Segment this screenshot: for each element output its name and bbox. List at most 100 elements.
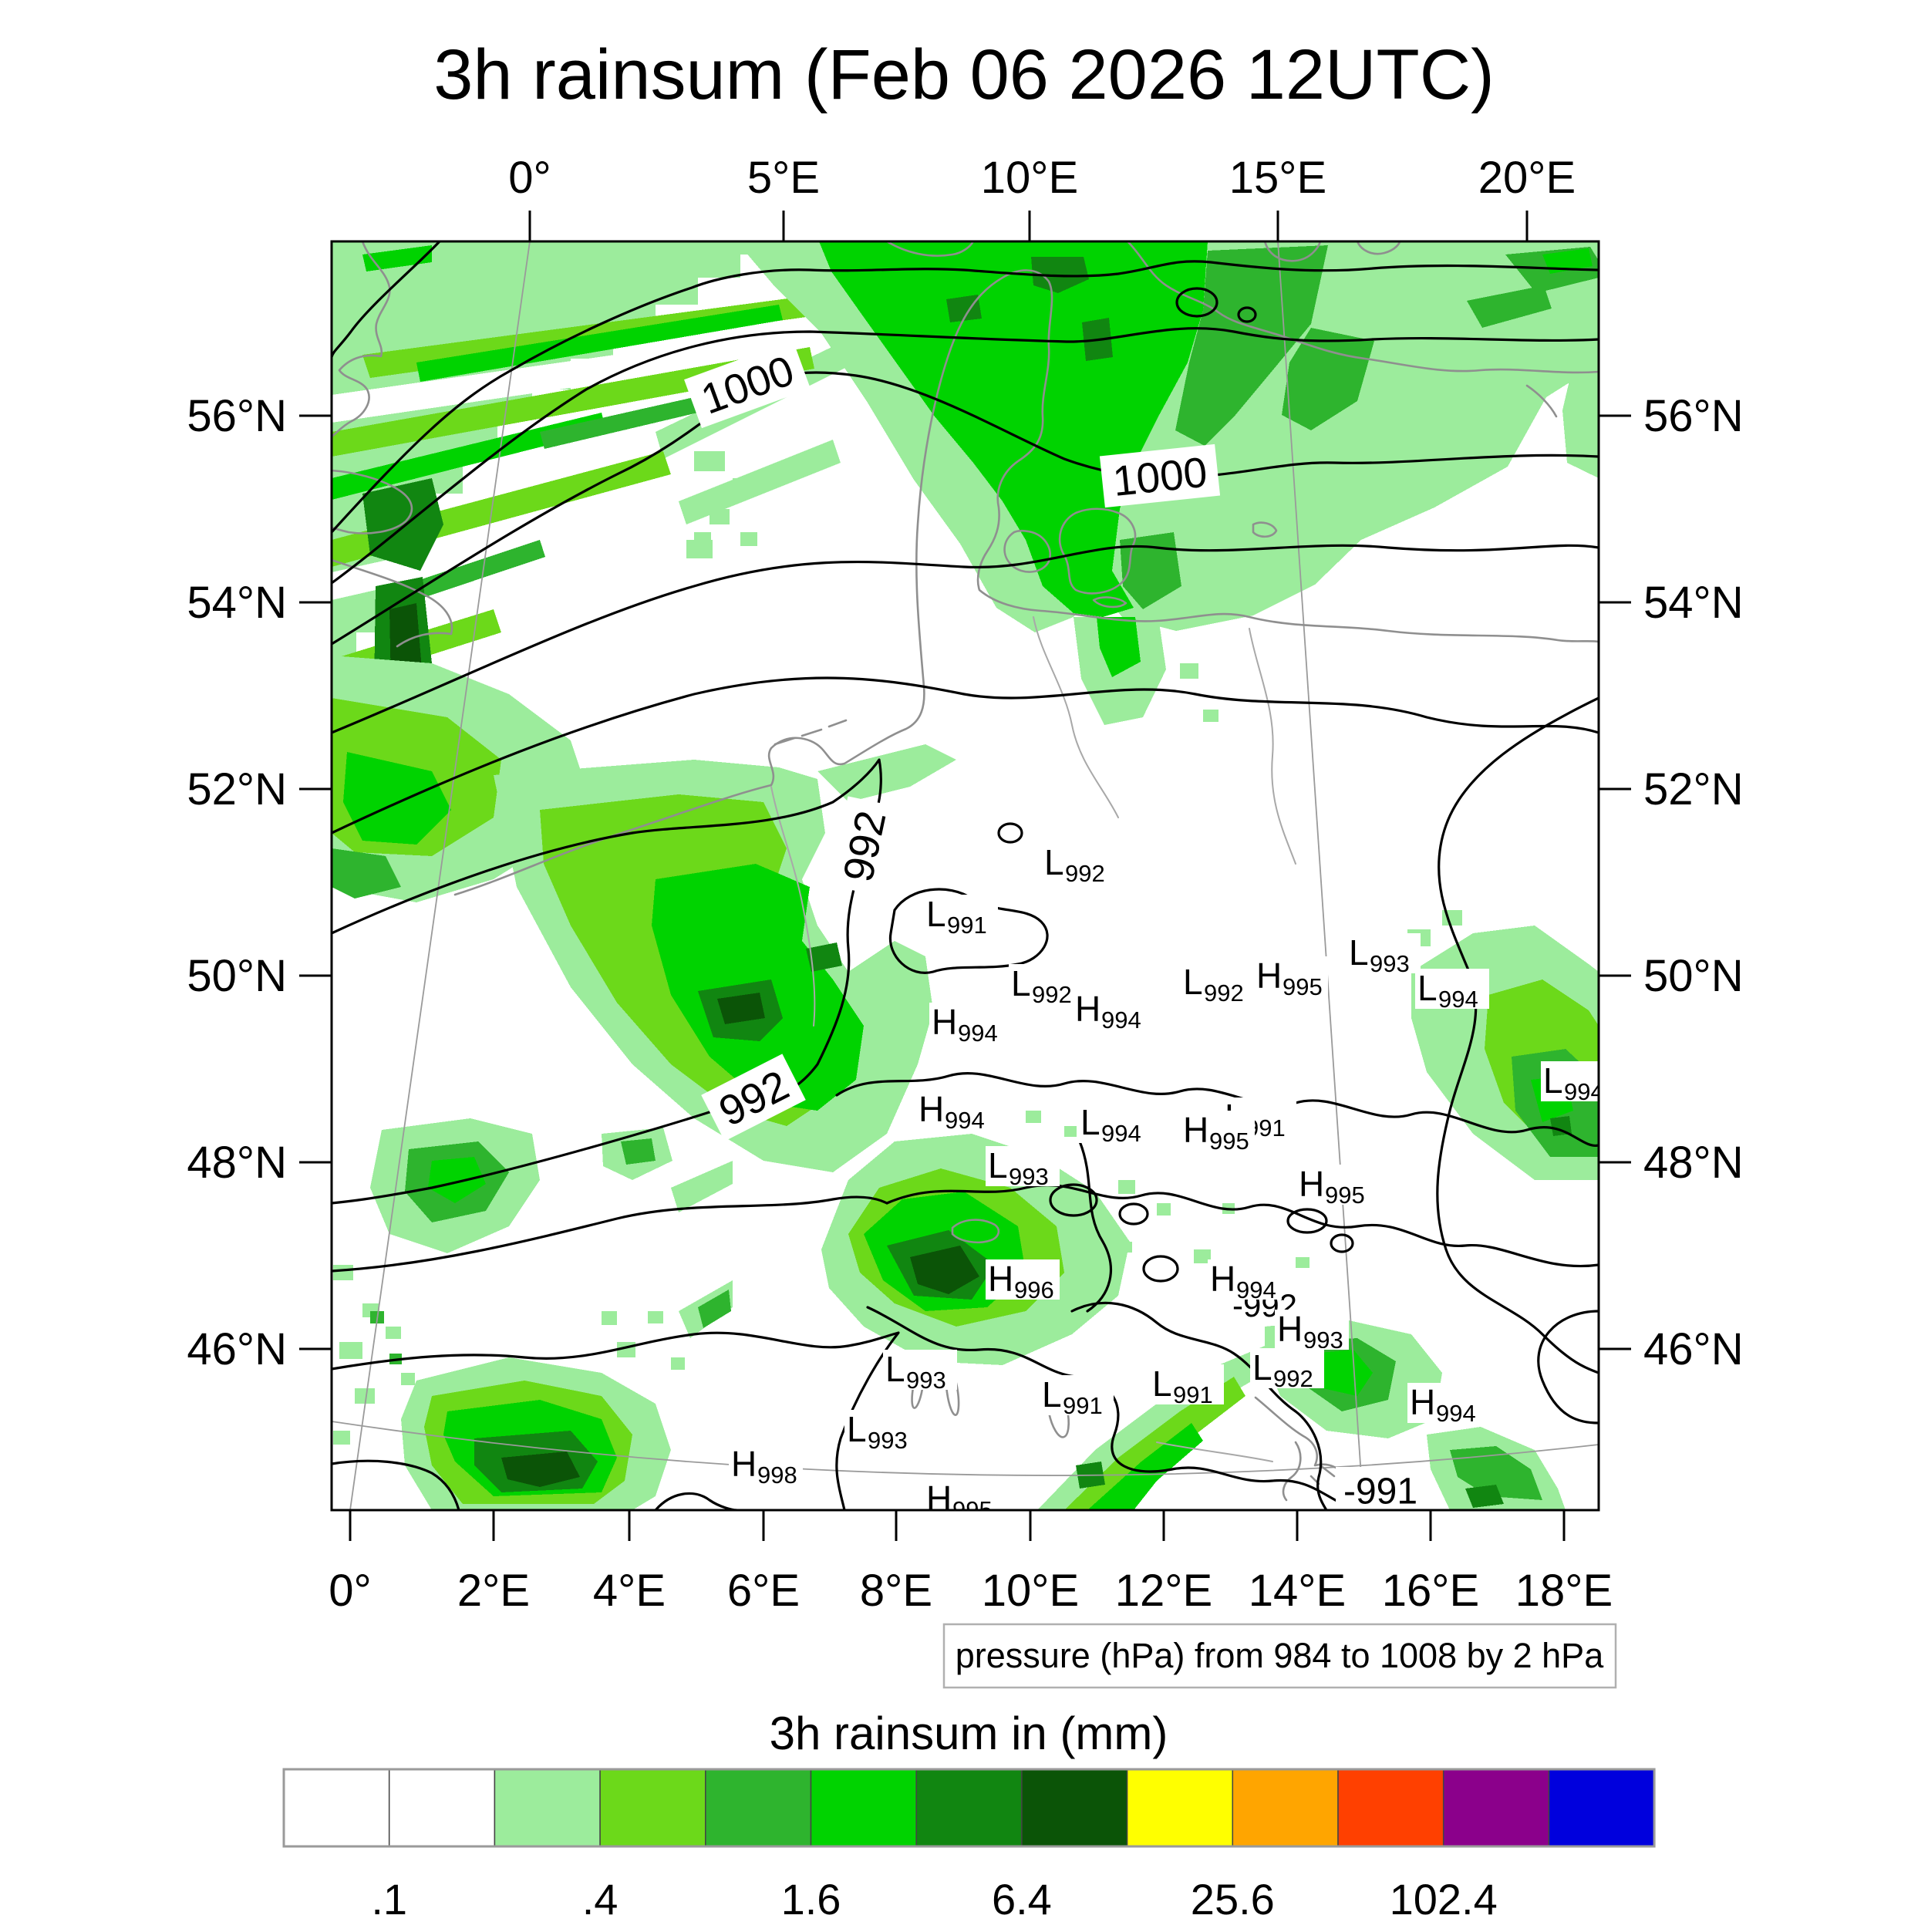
colorbar-cell-9 [1232,1768,1339,1847]
top-tick-label-5°E: 5°E [747,153,820,203]
pressure-center-H994-17: H 994 [1208,1259,1282,1303]
coast-wadden-islands [774,719,848,746]
pressure-center-H994-8: H 994 [929,1002,1003,1047]
pressure-letter: L [988,1145,1008,1185]
rain-patch [806,942,842,972]
pressure-letter: H [1183,1110,1208,1150]
pressure-value: 991 [947,912,987,939]
river-elbe [1033,616,1119,818]
rain-patch [1064,1377,1245,1510]
pressure-center-H995-4: H 995 [1254,956,1328,1000]
pressure-value: 992 [1032,981,1072,1008]
bottom-tick-label-12°E: 12°E [1115,1566,1212,1616]
pressure-value: 994 [945,1107,985,1134]
lake-constance [951,1219,1000,1244]
left-tick-label-52°N: 52°N [187,764,287,814]
island-oland [1525,384,1558,418]
pressure-letter: H [988,1259,1013,1299]
bottom-tick-label-6°E: 6°E [727,1566,800,1616]
pressure-letter: L [1042,1374,1062,1414]
contour-label-text: -991 [1343,1471,1417,1512]
contour-label-text: 1000 [1111,448,1209,505]
axis-right: 56°N 54°N 52°N 50°N 48°N 46°N [1599,391,1744,1374]
map-frame [330,240,1600,1512]
pressure-center-L994-6: L 994 [1415,968,1489,1013]
pressure-letter: L [1080,1102,1101,1142]
axis-left: 56°N 54°N 52°N 50°N 48°N 46°N [187,391,332,1374]
parallel-45N [332,1421,1599,1476]
pressure-center-H994-7: H 994 [1073,989,1147,1033]
pressure-value: 996 [1014,1276,1054,1303]
pressure-letter: H [1256,956,1282,996]
pressure-letter: L [926,894,946,934]
meridian-15E [1277,241,1364,1510]
pressure-letter: L [1152,1364,1172,1404]
top-tick-label-10°E: 10°E [981,153,1078,203]
pressure-value: 994 [1564,1078,1604,1105]
pressure-value: 995 [1283,973,1323,1000]
axis-bottom: 0° 2°E 4°E 6°E 8°E 10°E 12°E 14°E 16°E 18°E [329,1510,1613,1616]
pressure-letter: L [1417,968,1438,1008]
river-po [1156,1441,1273,1462]
pressure-value: 994 [1101,1006,1141,1033]
rain-patch [1550,1116,1572,1136]
rain-patch [416,305,783,382]
rain-patch [1282,328,1374,430]
pressure-letter: H [926,1479,952,1519]
rain-patch [1450,1446,1542,1500]
colorbar-label-6.4: 6.4 [992,1875,1052,1924]
coast-kent [332,558,453,648]
rain-patch [717,993,765,1024]
pressure-letter: L [885,1349,905,1389]
rain-patch [1465,1485,1504,1508]
rain-patch [1467,285,1552,328]
pressure-letter: L [1044,842,1064,882]
pressure-letter: L [1349,932,1369,973]
bottom-tick-label-2°E: 2°E [457,1566,530,1616]
colorbar-cell-8 [1126,1768,1234,1847]
left-tick-label-54°N: 54°N [187,578,287,628]
bottom-tick-label-18°E: 18°E [1515,1566,1613,1616]
axis-top: 0° 5°E 10°E 15°E 20°E [508,153,1576,241]
pressure-value: 994 [958,1020,998,1047]
rain-patch [1120,532,1181,609]
rain-patch [671,1161,733,1212]
pressure-value: 995 [1209,1128,1249,1155]
pressure-letter: H [918,1089,944,1129]
coast-england [332,241,391,438]
pressure-value: 993 [906,1367,946,1394]
pressure-center-H994-23: H 994 [1407,1382,1481,1427]
legend-title: 3h rainsum in (mm) [770,1708,1168,1759]
rain-gap [332,324,839,423]
rain-patch [698,1290,731,1328]
rain-patch [332,848,401,899]
pressure-value: 992 [1065,860,1105,887]
colorbar-label-.4: .4 [582,1875,619,1924]
rain-patch [501,1452,580,1487]
top-tick-label-0°: 0° [508,153,551,203]
right-tick-label-54°N: 54°N [1643,578,1744,628]
istria [1282,1441,1302,1502]
rain-patch [428,1157,486,1203]
pressure-center-L993-14: L 993 [986,1145,1060,1190]
pressure-letter: H [731,1444,757,1484]
pressure-value: 998 [757,1462,797,1489]
rain-patch [401,540,545,603]
pressure-value: 995 [952,1496,993,1523]
rain-patch [621,1138,656,1165]
pressure-letter: H [1277,1309,1303,1349]
island-bornholm [1252,521,1278,538]
pressure-letter: H [1210,1259,1235,1299]
pressure-letter: H [932,1002,957,1042]
coast-norway-tip [885,241,975,257]
pressure-value: 993 [868,1427,908,1454]
colorbar-cell-0 [283,1768,390,1847]
rain-patch [343,752,451,845]
rain-patch [332,413,606,500]
pressure-letter: H [1410,1382,1435,1422]
pressure-center-H995-15: H 995 [1296,1164,1370,1209]
